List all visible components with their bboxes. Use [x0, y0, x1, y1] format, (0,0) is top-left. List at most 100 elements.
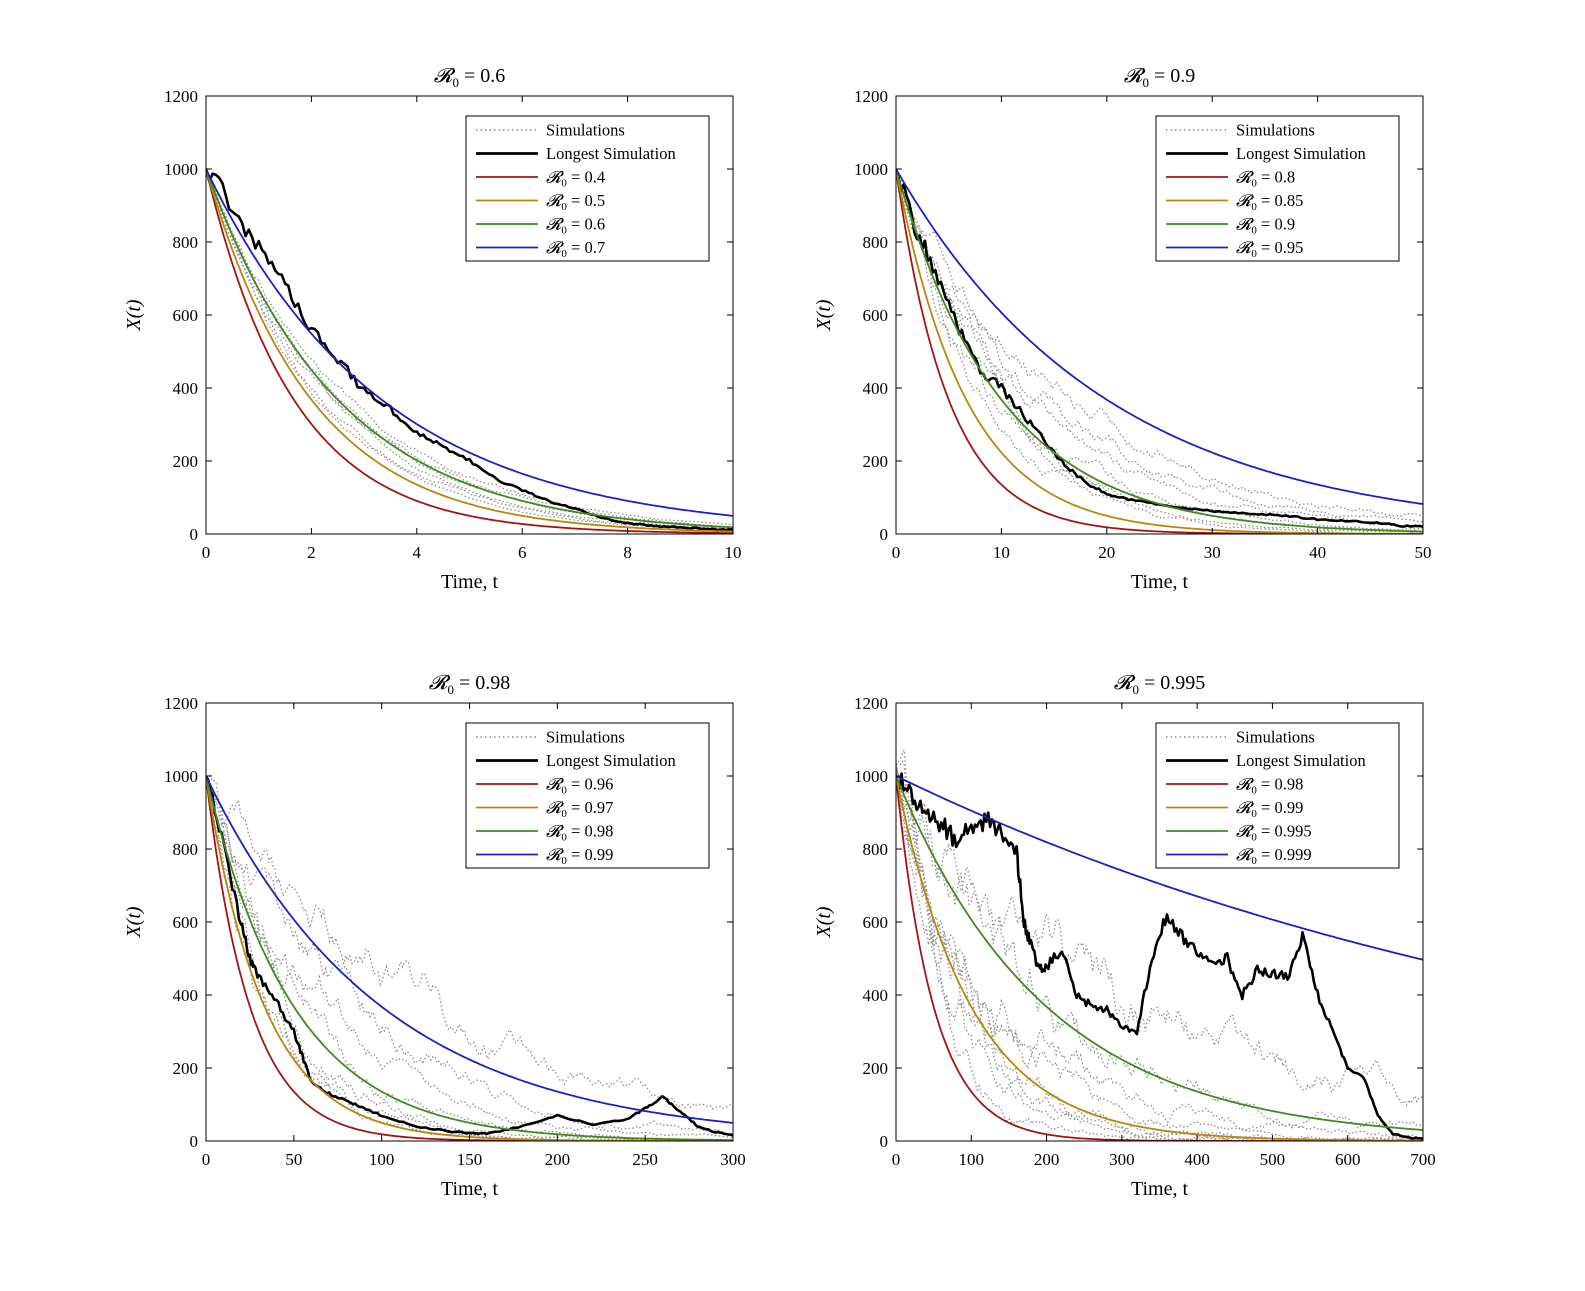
- series-line-0_99: [206, 775, 733, 1124]
- chart-title: 𝓡0 = 0.6: [434, 65, 505, 90]
- x-tick-label: 8: [623, 543, 632, 562]
- legend-series-0_7: 𝓡0 = 0.7: [476, 238, 605, 260]
- legend-label: 𝓡0 = 0.9: [1236, 215, 1295, 237]
- longest-simulation-line: [896, 772, 1423, 1141]
- chart-panel-2: 0 10 20 30 40 50 0 200 400 600 800 1000 1200 𝓡0 = 0.9…: [813, 65, 1432, 593]
- simulation-trace: [896, 760, 1423, 1141]
- x-tick-label: 100: [959, 1150, 985, 1169]
- legend-label: 𝓡0 = 0.995: [1236, 822, 1312, 844]
- x-tick-label: 300: [1109, 1150, 1135, 1169]
- simulation-trace: [206, 776, 733, 1141]
- y-tick-label: 200: [863, 452, 889, 471]
- y-tick-label: 1200: [854, 694, 888, 713]
- legend-longest-simulation: Longest Simulation: [1166, 751, 1366, 770]
- x-tick-label: 250: [632, 1150, 658, 1169]
- legend-series-0_5: 𝓡0 = 0.5: [476, 191, 605, 213]
- series-line-0_6: [206, 168, 733, 529]
- legend-series-0_995: 𝓡0 = 0.995: [1166, 822, 1312, 844]
- y-tick-label: 1000: [164, 160, 198, 179]
- legend-label: Simulations: [546, 121, 625, 140]
- x-tick-label: 700: [1410, 1150, 1436, 1169]
- y-tick-label: 1200: [854, 87, 888, 106]
- series-line-0_995: [896, 775, 1423, 1131]
- legend-label: Longest Simulation: [546, 751, 676, 770]
- y-tick-label: 1000: [854, 160, 888, 179]
- x-tick-label: 400: [1184, 1150, 1210, 1169]
- series-line-0_7: [206, 168, 733, 517]
- legend-series-0_97: 𝓡0 = 0.97: [476, 798, 613, 820]
- x-tick-label: 0: [202, 543, 211, 562]
- x-tick-label: 150: [457, 1150, 483, 1169]
- legend-label: 𝓡0 = 0.98: [546, 822, 613, 844]
- legend-label: Longest Simulation: [1236, 144, 1366, 163]
- x-tick-label: 30: [1204, 543, 1221, 562]
- legend-series-0_95: 𝓡0 = 0.95: [1166, 238, 1303, 260]
- y-axis-label: X(t): [813, 906, 835, 938]
- simulation-trace: [206, 168, 733, 530]
- legend-label: 𝓡0 = 0.98: [1236, 775, 1303, 797]
- x-tick-label: 100: [369, 1150, 395, 1169]
- chart-title: 𝓡0 = 0.98: [429, 672, 510, 697]
- legend-series-0_96: 𝓡0 = 0.96: [476, 775, 613, 797]
- legend-label: 𝓡0 = 0.99: [546, 845, 613, 867]
- y-tick-label: 600: [173, 913, 199, 932]
- x-tick-label: 600: [1335, 1150, 1361, 1169]
- x-tick-label: 50: [1415, 543, 1432, 562]
- chart-title: 𝓡0 = 0.9: [1124, 65, 1195, 90]
- x-tick-label: 200: [1034, 1150, 1060, 1169]
- legend-series-0_4: 𝓡0 = 0.4: [476, 168, 605, 190]
- legend-label: 𝓡0 = 0.5: [546, 191, 605, 213]
- legend-simulations: Simulations: [1166, 728, 1315, 747]
- series-line-0_9: [896, 168, 1423, 533]
- simulation-trace: [206, 168, 733, 531]
- series-line-0_999: [896, 775, 1423, 961]
- x-axis-label: Time, t: [1131, 571, 1189, 593]
- legend-simulations: Simulations: [476, 728, 625, 747]
- x-tick-label: 0: [202, 1150, 211, 1169]
- y-tick-label: 400: [863, 986, 889, 1005]
- y-tick-label: 0: [190, 1132, 199, 1151]
- simulation-trace: [896, 174, 1423, 528]
- legend-label: 𝓡0 = 0.99: [1236, 798, 1303, 820]
- x-tick-label: 50: [285, 1150, 302, 1169]
- x-tick-label: 10: [725, 543, 742, 562]
- y-tick-label: 800: [863, 233, 889, 252]
- y-tick-label: 400: [173, 379, 199, 398]
- simulation-trace: [206, 168, 733, 526]
- legend-box: [465, 722, 710, 869]
- series-line-0_99: [896, 775, 1423, 1141]
- y-axis-label: X(t): [123, 299, 145, 331]
- plot-content: [206, 167, 733, 534]
- legend-label: 𝓡0 = 0.95: [1236, 238, 1303, 260]
- legend-series-0_98: 𝓡0 = 0.98: [476, 822, 613, 844]
- y-tick-label: 1200: [164, 694, 198, 713]
- x-tick-label: 4: [413, 543, 422, 562]
- legend-label: Simulations: [546, 728, 625, 747]
- y-tick-label: 800: [173, 233, 199, 252]
- y-tick-label: 800: [173, 840, 199, 859]
- y-tick-label: 600: [863, 913, 889, 932]
- legend-label: 𝓡0 = 0.6: [546, 215, 605, 237]
- series-line-0_4: [206, 168, 733, 534]
- y-tick-label: 1200: [164, 87, 198, 106]
- legend-longest-simulation: Longest Simulation: [1166, 144, 1366, 163]
- legend-label: 𝓡0 = 0.85: [1236, 191, 1303, 213]
- legend-series-0_85: 𝓡0 = 0.85: [1166, 191, 1303, 213]
- legend-longest-simulation: Longest Simulation: [476, 751, 676, 770]
- x-axis-label: Time, t: [441, 1178, 499, 1200]
- legend-label: Longest Simulation: [1236, 751, 1366, 770]
- x-tick-label: 0: [892, 1150, 901, 1169]
- y-tick-label: 0: [190, 525, 199, 544]
- legend-label: 𝓡0 = 0.96: [546, 775, 613, 797]
- simulation-trace: [896, 174, 1423, 518]
- y-tick-label: 400: [863, 379, 889, 398]
- x-tick-label: 300: [720, 1150, 746, 1169]
- legend-box: [465, 115, 710, 262]
- legend-label: Simulations: [1236, 121, 1315, 140]
- legend-longest-simulation: Longest Simulation: [476, 144, 676, 163]
- simulation-trace: [896, 764, 1423, 1141]
